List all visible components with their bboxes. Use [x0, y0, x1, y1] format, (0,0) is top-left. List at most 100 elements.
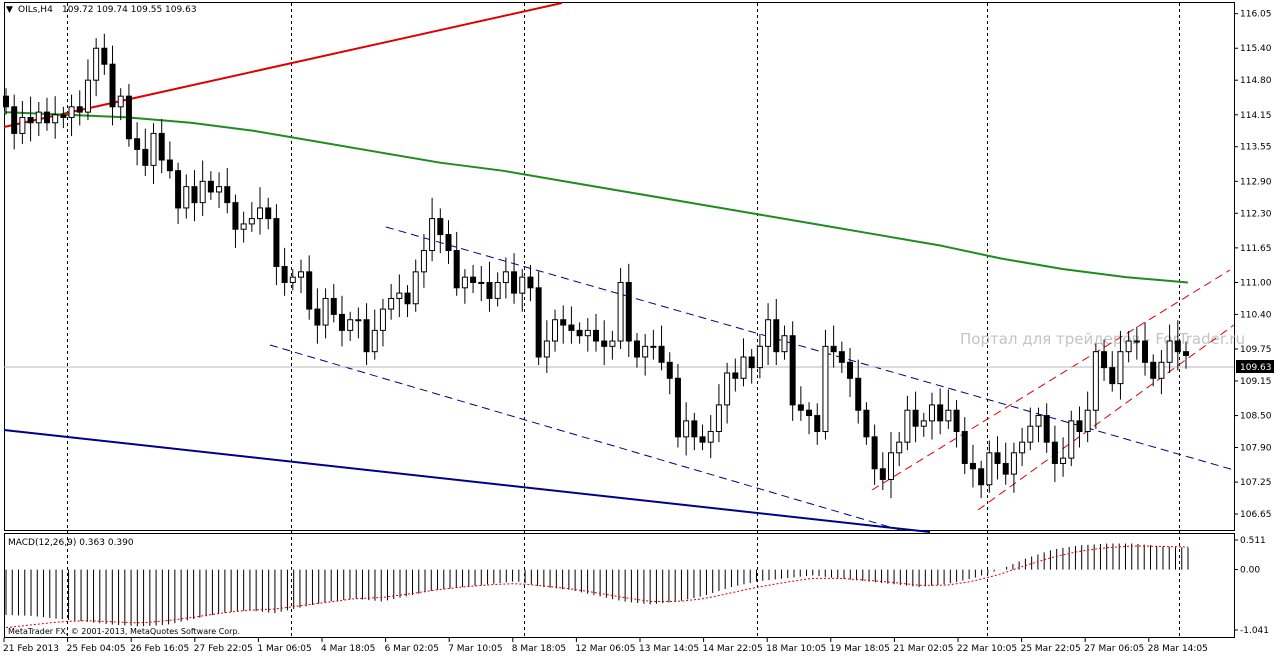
price-tick-label: 114.80: [1240, 76, 1272, 86]
bearish-candle: [314, 308, 321, 326]
bearish-candle: [879, 468, 886, 480]
bearish-candle: [207, 180, 214, 193]
bearish-candle: [994, 452, 1001, 464]
bearish-candle: [625, 281, 632, 342]
macd-indicator: 0.511 0.00 -1.041: [5, 536, 1269, 636]
bearish-candle: [568, 324, 575, 331]
candles: [3, 33, 1189, 499]
bullish-candle: [461, 276, 468, 289]
bearish-candle: [125, 95, 132, 140]
bearish-candle: [871, 436, 878, 470]
price-tick-label: 114.15: [1240, 111, 1272, 121]
bullish-candle: [298, 271, 304, 278]
red-resistance-trendline[interactable]: [3, 2, 563, 128]
time-tick-label: 13 Mar 14:05: [639, 644, 699, 654]
bullish-candle: [150, 132, 157, 166]
bearish-candle: [1109, 367, 1116, 385]
channel-lower-line[interactable]: [269, 344, 901, 531]
bullish-candle: [68, 106, 75, 118]
bullish-candle: [683, 420, 690, 438]
bullish-candle: [617, 281, 624, 342]
copyright: MetaTrader FX, © 2001-2013, MetaQuotes S…: [8, 627, 240, 636]
time-tick-label: 18 Mar 10:05: [766, 644, 826, 654]
bullish-candle: [904, 409, 911, 443]
bearish-candle: [855, 377, 862, 411]
bearish-candle: [338, 313, 345, 331]
blue-support-trendline[interactable]: [3, 429, 931, 533]
bearish-candle: [1002, 462, 1009, 475]
current-price-marker: 109.63: [1236, 360, 1274, 373]
bullish-candle: [248, 218, 255, 225]
time-tick-label: 8 Mar 18:05: [512, 644, 566, 654]
bearish-candle: [830, 345, 837, 353]
macd-tick-label: -1.041: [1240, 626, 1269, 636]
red-channel-lower-line[interactable]: [977, 324, 1235, 511]
bearish-candle: [191, 186, 198, 204]
time-tick-label: 21 Mar 02:05: [893, 644, 953, 654]
time-tick-label: 1 Mar 06:05: [257, 644, 311, 654]
price-tick-label: 112.30: [1240, 209, 1272, 219]
bearish-candle: [43, 111, 50, 124]
bullish-candle: [240, 223, 247, 230]
bearish-candle: [527, 276, 534, 289]
bullish-candle: [642, 345, 649, 358]
bullish-candle: [429, 218, 436, 252]
time-tick-label: 4 Mar 18:05: [321, 644, 375, 654]
bullish-candle: [1158, 361, 1165, 379]
bearish-candle: [1150, 361, 1157, 379]
bullish-candle: [1092, 351, 1099, 411]
bullish-candle: [494, 281, 501, 299]
price-tick-label: 107.25: [1240, 478, 1272, 488]
price-axis: 116.05 115.40 114.80 114.15 113.55 112.90 112.…: [1234, 10, 1272, 520]
bearish-candle: [134, 138, 141, 150]
bullish-candle: [896, 441, 903, 454]
bearish-candle: [937, 404, 944, 422]
period-separators: [67, 3, 1180, 637]
bearish-candle: [969, 462, 976, 470]
bullish-candle: [379, 308, 386, 331]
bearish-candle: [1183, 351, 1189, 356]
bullish-candle: [1117, 351, 1124, 385]
bullish-candle: [183, 186, 190, 209]
macd-plot-frame: [4, 533, 1235, 638]
macd-title: MACD(12,26,9) 0.363 0.390: [8, 538, 134, 548]
price-tick-label: 113.55: [1240, 143, 1272, 153]
current-price-box: [1236, 360, 1274, 373]
bullish-candle: [1166, 340, 1173, 363]
bearish-candle: [797, 404, 804, 411]
bullish-candle: [371, 329, 378, 353]
bearish-candle: [175, 170, 182, 209]
time-tick-label: 27 Mar 06:05: [1084, 644, 1144, 654]
bearish-candle: [470, 276, 477, 283]
bullish-candle: [552, 319, 559, 342]
bullish-candle: [1125, 340, 1132, 353]
bearish-candle: [748, 356, 755, 369]
bullish-candle: [1084, 409, 1091, 433]
bearish-candle: [1101, 351, 1108, 369]
bullish-candle: [388, 297, 395, 310]
channel-upper-line[interactable]: [385, 226, 1235, 471]
ohlc-values: 109.72 109.74 109.55 109.63: [62, 5, 197, 15]
bearish-candle: [732, 372, 739, 379]
symbol-timeframe: OILs,H4: [18, 5, 53, 15]
chart-header: ▼ OILs,H4 109.72 109.74 109.55 109.63: [6, 5, 197, 15]
bearish-candle: [445, 234, 452, 252]
bullish-candle: [756, 345, 763, 369]
bullish-candle: [322, 297, 329, 326]
bearish-candle: [330, 297, 337, 315]
bearish-candle: [404, 292, 411, 305]
bullish-candle: [289, 276, 296, 283]
bearish-candle: [511, 271, 518, 294]
time-tick-label: 12 Mar 06:05: [575, 644, 635, 654]
bullish-candle: [519, 276, 526, 294]
macd-tick-label: 0.511: [1240, 536, 1266, 546]
bullish-candle: [84, 79, 91, 113]
time-tick-label: 22 Mar 10:05: [957, 644, 1017, 654]
bullish-candle: [584, 329, 591, 337]
bearish-candle: [281, 266, 288, 283]
moving-average-line: [3, 111, 1189, 284]
red-channel-upper-line[interactable]: [871, 269, 1231, 491]
time-tick-label: 25 Feb 04:05: [67, 644, 126, 654]
